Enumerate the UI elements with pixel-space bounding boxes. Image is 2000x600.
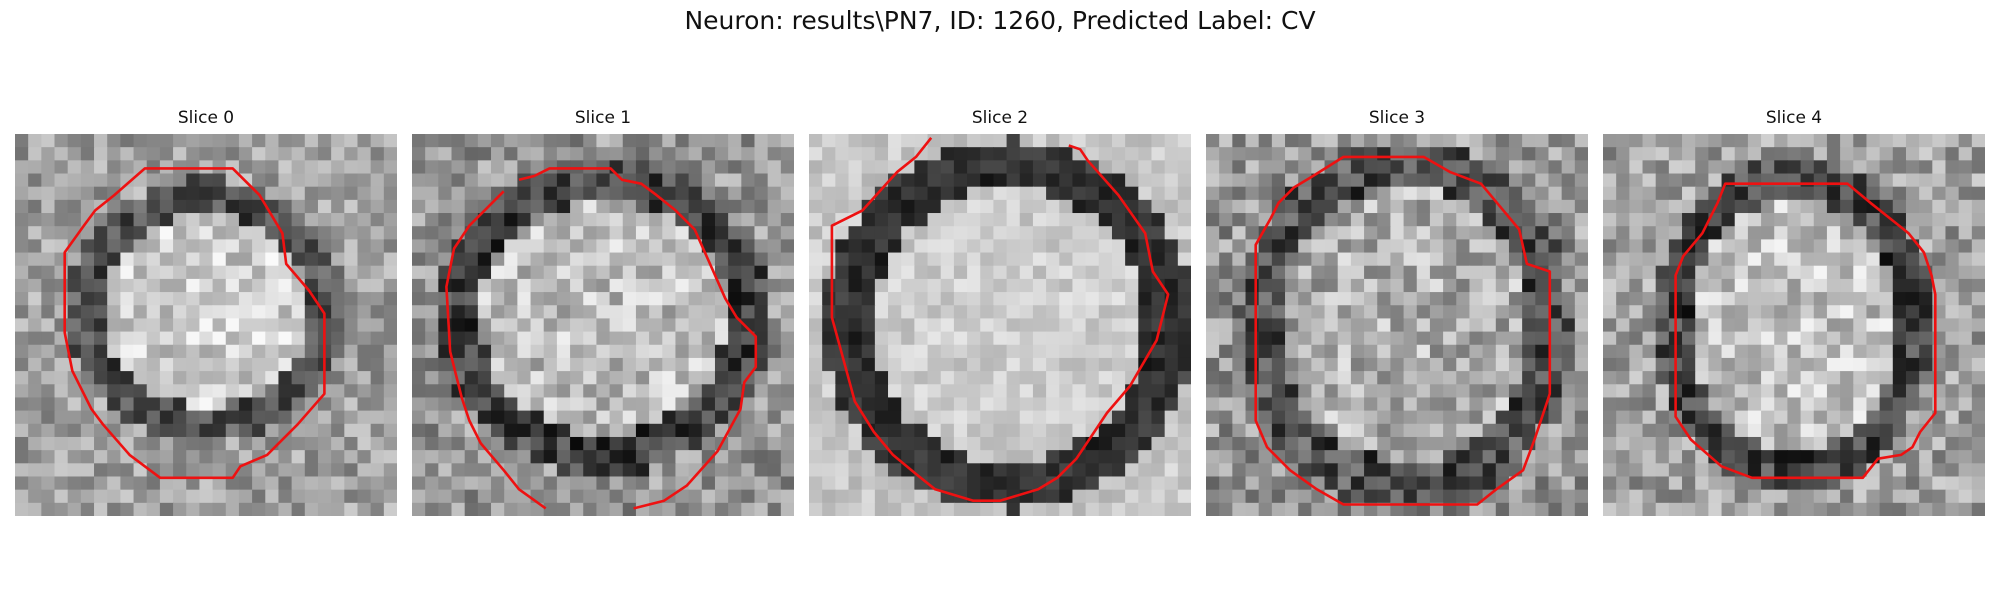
contour-outline [1254,155,1552,506]
contour-outline [1674,182,1937,480]
slice-title-0: Slice 0 [177,108,235,128]
slice-image-2 [809,134,1191,516]
slice-image-0 [15,134,397,516]
slice-title-1: Slice 1 [574,108,632,128]
pixel-grid [1603,134,1985,516]
pixel-grid [15,134,397,516]
contour-outline [830,136,1170,503]
pixel-grid [809,134,1191,516]
contour-outline [63,167,326,480]
contour-outline [518,167,758,510]
pixel-grid [412,134,794,516]
slice-title-2: Slice 2 [971,108,1029,128]
slice-image-4 [1603,134,1985,516]
slice-title-3: Slice 3 [1368,108,1426,128]
pixel-grid [1206,134,1588,516]
slice-title-4: Slice 4 [1765,108,1823,128]
slice-image-3 [1206,134,1588,516]
slice-image-1 [412,134,794,516]
contour-outline [445,190,547,510]
figure-title: Neuron: results\PN7, ID: 1260, Predicted… [684,6,1316,35]
